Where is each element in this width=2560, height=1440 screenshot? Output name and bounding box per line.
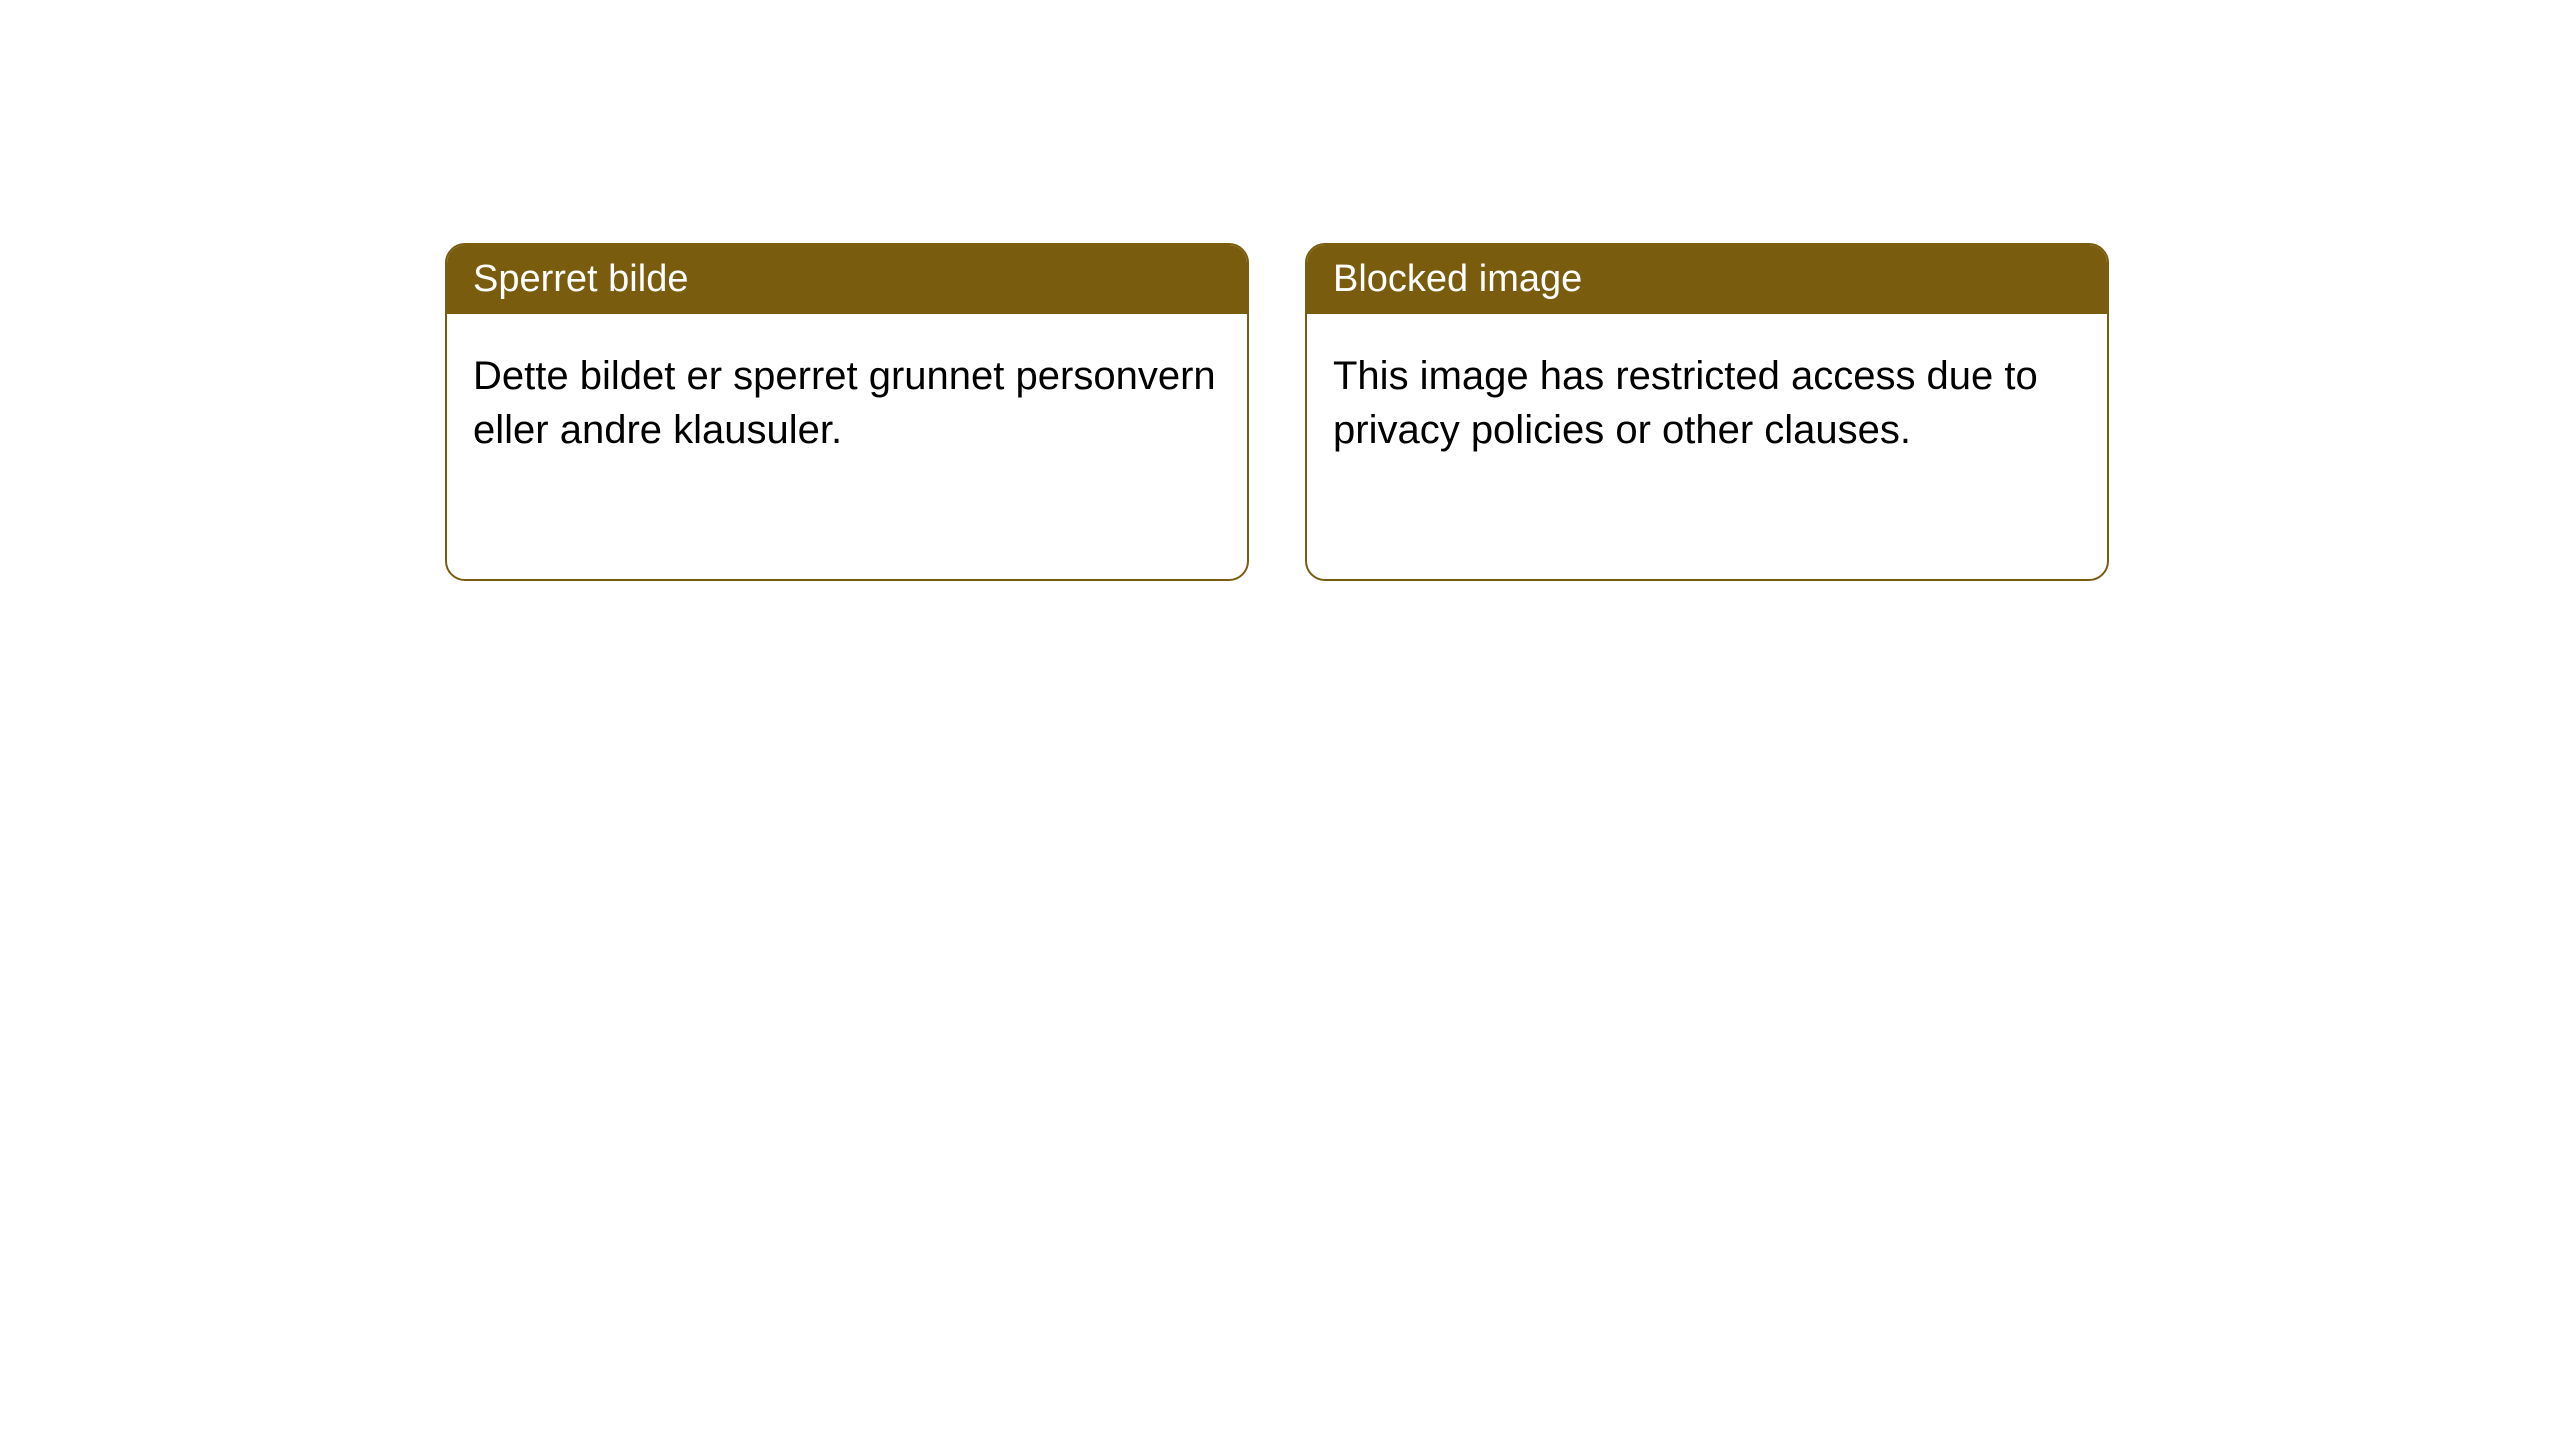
notice-container: Sperret bilde Dette bildet er sperret gr… xyxy=(0,0,2560,581)
notice-card-norwegian: Sperret bilde Dette bildet er sperret gr… xyxy=(445,243,1249,581)
notice-body-english: This image has restricted access due to … xyxy=(1307,314,2107,492)
notice-card-english: Blocked image This image has restricted … xyxy=(1305,243,2109,581)
notice-body-norwegian: Dette bildet er sperret grunnet personve… xyxy=(447,314,1247,492)
notice-title-norwegian: Sperret bilde xyxy=(447,245,1247,314)
notice-title-english: Blocked image xyxy=(1307,245,2107,314)
